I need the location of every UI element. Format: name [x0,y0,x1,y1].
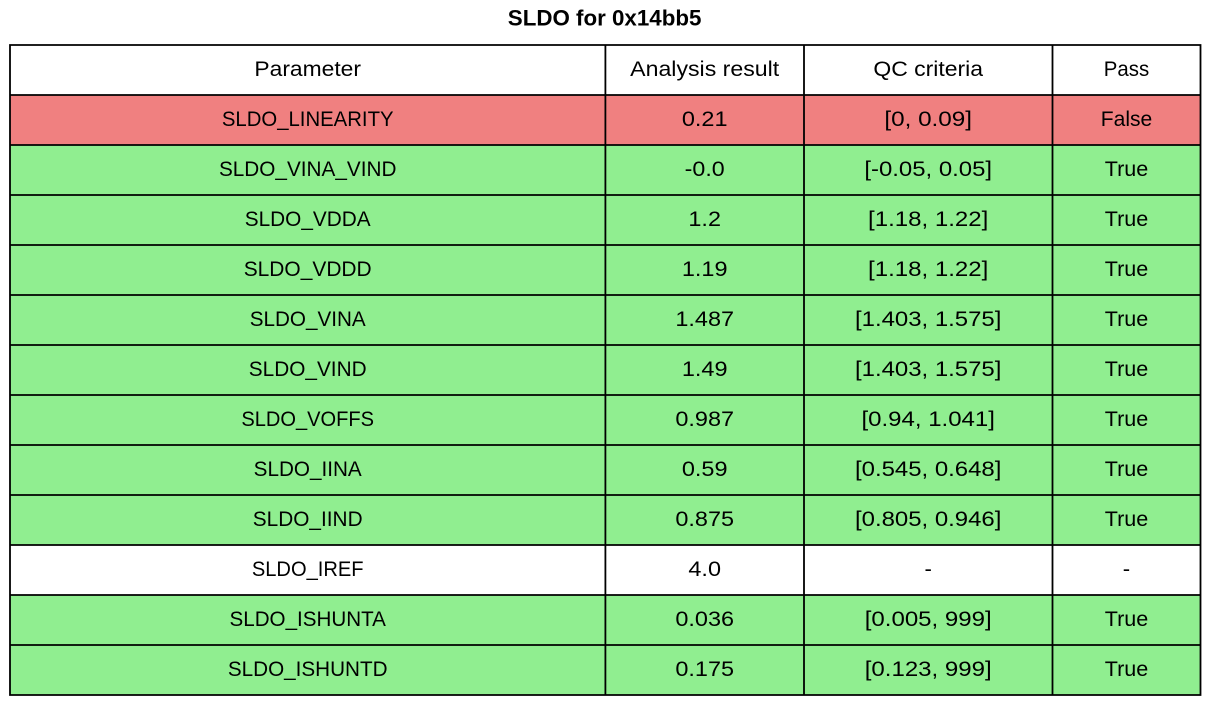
svg-text:-0.0: -0.0 [685,157,725,181]
svg-text:True: True [1105,207,1149,231]
svg-text:True: True [1105,657,1149,681]
svg-text:0.036: 0.036 [675,607,734,631]
svg-text:SLDO_IREF: SLDO_IREF [252,557,364,581]
svg-text:SLDO_IIND: SLDO_IIND [253,507,363,531]
svg-text:SLDO_VINA: SLDO_VINA [250,307,367,331]
svg-text:True: True [1105,257,1149,281]
svg-text:[1.403, 1.575]: [1.403, 1.575] [855,357,1001,381]
svg-text:1.19: 1.19 [682,257,728,281]
svg-text:1.2: 1.2 [688,207,721,231]
svg-text:[0.123, 999]: [0.123, 999] [865,657,992,681]
svg-text:QC criteria: QC criteria [873,57,983,81]
svg-text:SLDO for 0x14bb5: SLDO for 0x14bb5 [508,6,702,31]
svg-text:True: True [1105,357,1149,381]
svg-text:SLDO_VDDD: SLDO_VDDD [244,257,372,281]
svg-text:0.987: 0.987 [675,407,734,431]
svg-text:SLDO_VDDA: SLDO_VDDA [245,207,372,231]
svg-text:[1.18, 1.22]: [1.18, 1.22] [868,207,988,231]
svg-text:True: True [1105,507,1149,531]
svg-text:[0, 0.09]: [0, 0.09] [884,107,972,131]
svg-text:True: True [1105,307,1149,331]
svg-text:SLDO_ISHUNTD: SLDO_ISHUNTD [228,657,388,681]
svg-text:[0.94, 1.041]: [0.94, 1.041] [862,407,995,431]
svg-text:[1.18, 1.22]: [1.18, 1.22] [868,257,988,281]
svg-text:SLDO_VOFFS: SLDO_VOFFS [241,407,374,431]
svg-text:[0.805, 0.946]: [0.805, 0.946] [855,507,1001,531]
svg-text:0.175: 0.175 [675,657,734,681]
svg-text:1.49: 1.49 [682,357,728,381]
svg-text:[0.005, 999]: [0.005, 999] [865,607,992,631]
svg-text:True: True [1105,157,1149,181]
svg-text:Pass: Pass [1104,57,1149,81]
svg-text:SLDO_ISHUNTA: SLDO_ISHUNTA [230,607,387,631]
svg-text:0.875: 0.875 [675,507,734,531]
svg-text:4.0: 4.0 [688,557,721,581]
svg-text:[1.403, 1.575]: [1.403, 1.575] [855,307,1001,331]
svg-text:SLDO_VIND: SLDO_VIND [249,357,367,381]
svg-text:True: True [1105,607,1149,631]
svg-text:SLDO_VINA_VIND: SLDO_VINA_VIND [219,157,397,181]
svg-text:0.59: 0.59 [682,457,728,481]
svg-text:SLDO_LINEARITY: SLDO_LINEARITY [222,107,394,131]
svg-text:-: - [1123,557,1130,581]
svg-text:True: True [1105,407,1149,431]
svg-text:False: False [1101,107,1153,131]
svg-text:1.487: 1.487 [675,307,734,331]
svg-text:Analysis result: Analysis result [630,57,779,81]
svg-text:SLDO_IINA: SLDO_IINA [254,457,363,481]
svg-text:True: True [1105,457,1149,481]
svg-text:[-0.05, 0.05]: [-0.05, 0.05] [864,157,992,181]
svg-text:-: - [925,557,932,581]
svg-text:Parameter: Parameter [254,57,361,81]
svg-text:[0.545, 0.648]: [0.545, 0.648] [855,457,1001,481]
svg-text:0.21: 0.21 [682,107,728,131]
